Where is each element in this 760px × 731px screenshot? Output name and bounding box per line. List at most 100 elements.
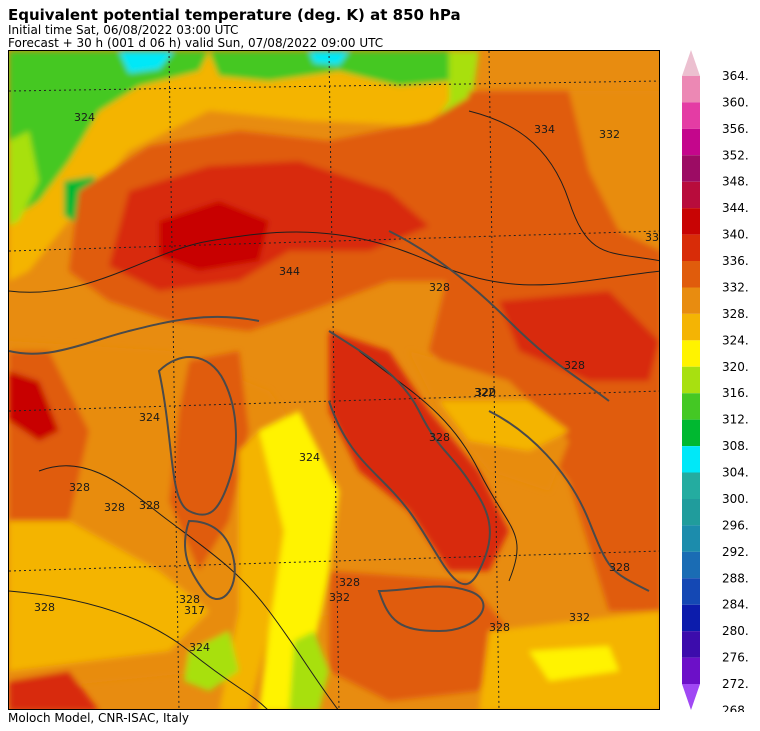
contour-label: 328 [104,501,125,514]
legend-label: 300. [722,492,749,506]
legend-label: 328. [722,307,749,321]
legend-swatch [682,631,700,658]
legend-swatch [682,261,700,288]
legend-label: 272. [722,677,749,691]
contour-label: 332 [569,611,590,624]
legend-swatch [682,128,700,156]
legend-label: 280. [722,624,749,638]
field-green-sw [184,631,239,691]
legend-swatch [682,50,700,76]
field-cyan-1 [119,51,174,73]
legend-swatch [682,525,700,552]
field-324-adriatic [439,401,569,451]
contour-label: 324 [139,411,160,424]
legend-label: 292. [722,545,749,559]
field-336-italy [329,331,509,571]
legend-swatch [682,287,700,314]
legend-swatch [682,472,700,499]
legend-label: 344. [722,201,749,215]
contour-label: 328 [34,601,55,614]
field-340-spots [159,201,269,271]
legend-swatch [682,551,700,579]
contour-label: 328 [489,621,510,634]
legend-label: 332. [722,280,749,294]
contour-label: 324 [189,641,210,654]
legend-label: 340. [722,228,749,242]
legend-label: 304. [722,466,749,480]
legend-label: 360. [722,95,749,109]
contour-label: 317 [184,604,205,617]
legend-swatch [682,155,700,182]
legend-swatch [682,313,700,341]
contour-label: 332 [599,128,620,141]
legend-swatch [682,393,700,420]
legend-label: 364. [722,69,749,83]
contour-label: 332 [645,231,660,244]
theta-e-map: 3243443343323323283283243203243283283283… [8,50,660,710]
field-324-plume [219,431,284,709]
legend-label: 288. [722,571,749,585]
contour-label: 334 [534,123,555,136]
field-336-sw-corner [9,671,98,709]
contour-label: 324 [74,111,95,124]
legend-swatch [682,419,700,447]
legend-label: 348. [722,175,749,189]
contour-label: 328 [609,561,630,574]
legend-swatch [682,181,700,209]
legend-label: 336. [722,254,749,268]
legend-swatch [682,234,700,262]
field-332-corsica [169,351,249,571]
field-320-plume [259,411,339,709]
legend-swatch [682,446,700,473]
legend-swatch [682,578,700,605]
model-credit: Moloch Model, CNR-ISAC, Italy [8,711,190,725]
field-green-nw [9,51,209,221]
legend-label: 284. [722,598,749,612]
legend-label: 316. [722,386,749,400]
legend-label: 324. [722,333,749,347]
legend-swatch [682,208,700,235]
contour-label: 320 [475,386,496,399]
contour-label: 324 [299,451,320,464]
contour-labels: 3243443343323323283283243203243283283283… [34,111,660,654]
field-328-east [569,91,659,251]
legend-label: 356. [722,122,749,136]
legend-label: 276. [722,651,749,665]
coastlines [9,230,650,633]
legend-swatch [682,366,700,394]
legend-labels: 364. 360. 356. 352. 348. 344. 340. 336. 332. 328.… [722,69,749,712]
field-layer [9,51,659,709]
legend-swatch [682,498,700,526]
contour-label: 328 [429,431,450,444]
contour-label: 328 [564,359,585,372]
contour-label: 328 [179,593,200,606]
contour-label: 332 [329,591,350,604]
contour-label: 328 [429,281,450,294]
initial-time-label: Initial time Sat, 06/08/2022 03:00 UTC [8,23,239,37]
field-lime-north [209,51,469,86]
field-336-balkan [499,291,659,381]
contour-label: 328 [339,576,360,589]
legend-swatch [682,604,700,632]
forecast-label: Forecast + 30 h (001 d 06 h) valid Sun, … [8,36,384,50]
legend-swatch [682,657,700,684]
field-green-plume [289,631,329,709]
field-324-north [9,51,469,281]
legend-swatch [682,76,700,103]
field-lime-west [9,131,39,226]
field-332-sicily [329,571,509,701]
chart-title: Equivalent potential temperature (deg. K… [8,6,461,24]
legend-swatch [682,684,700,710]
legend-label: 308. [722,439,749,453]
legend-swatch [682,102,700,129]
legend-label: 312. [722,413,749,427]
legend-label: 296. [722,518,749,532]
graticule [9,51,659,709]
field-340-west [9,371,59,441]
legend-label: 352. [722,148,749,162]
contour-label: 344 [279,265,300,278]
legend-swatches [682,50,700,710]
field-320-south [529,646,619,681]
legend-label: 268. [722,703,749,712]
contour-label: 322 [474,386,495,399]
